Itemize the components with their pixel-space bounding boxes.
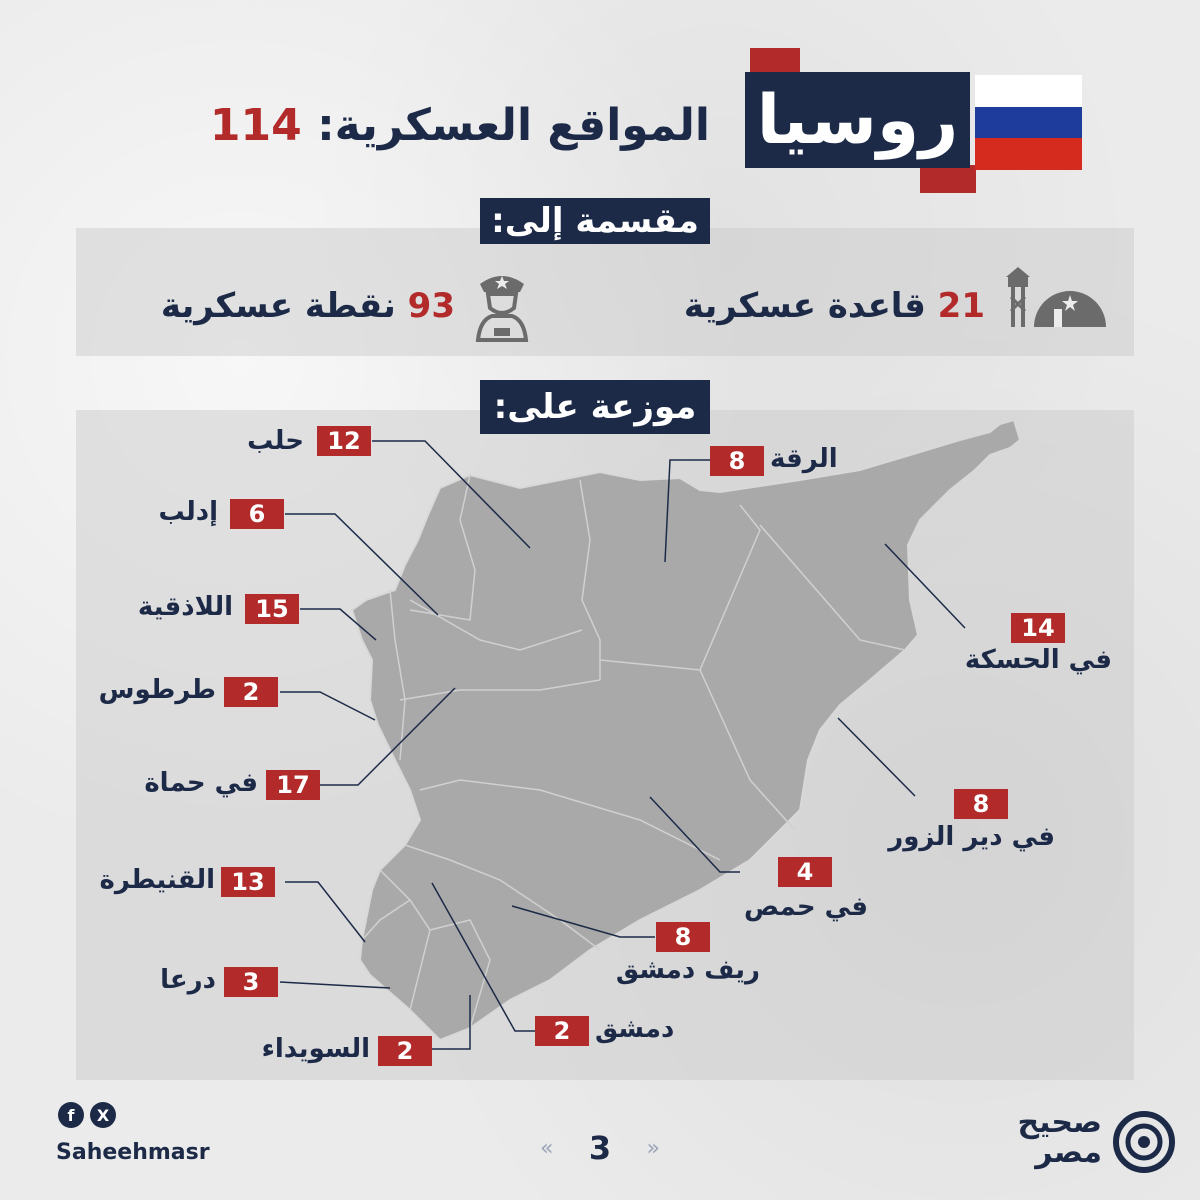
brand-name: صحيح مصر: [1012, 1108, 1102, 1168]
suwayda-label: السويداء: [261, 1034, 370, 1064]
country-label: روسيا: [745, 72, 970, 168]
daraa-label: درعا: [160, 965, 216, 995]
quneitra-count: 13: [221, 867, 275, 897]
page-number: 3: [588, 1129, 612, 1167]
tartus-label: طرطوس: [98, 675, 216, 705]
brand-logo-icon: [1113, 1111, 1175, 1173]
red-accent-top: [750, 48, 800, 72]
latakia-label: اللاذقية: [137, 592, 233, 622]
idlib-count: 6: [230, 499, 284, 529]
pagination: « 3 »: [540, 1128, 660, 1168]
x-icon[interactable]: X: [90, 1102, 116, 1128]
homs-label: في حمص: [743, 892, 868, 922]
rif-dimashq-label: ريف دمشق: [615, 955, 760, 985]
military-base-icon: [1006, 267, 1106, 327]
latakia-count: 15: [245, 594, 299, 624]
brand-line-1: صحيح: [1017, 1105, 1102, 1140]
next-arrow-icon[interactable]: »: [646, 1135, 660, 1161]
tartus-count: 2: [224, 677, 278, 707]
bases-count: 21: [937, 286, 985, 326]
soldier-icon: [475, 276, 529, 342]
damascus-count: 2: [535, 1016, 589, 1046]
points-stat: 93 نقطة عسكرية: [161, 286, 455, 326]
distribution-label: موزعة على:: [480, 380, 710, 434]
daraa-count: 3: [224, 967, 278, 997]
russia-flag-icon: [975, 75, 1082, 170]
hama-count: 17: [266, 770, 320, 800]
bases-stat: 21 قاعدة عسكرية: [684, 286, 985, 326]
callout-lines: [279, 440, 966, 1050]
title-text: المواقع العسكرية:: [317, 100, 710, 151]
suwayda-count: 2: [378, 1036, 432, 1066]
social-handle[interactable]: Saheehmasr: [56, 1140, 210, 1165]
prev-arrow-icon[interactable]: «: [540, 1135, 554, 1161]
brand-line-2: مصر: [1035, 1135, 1102, 1170]
aleppo-count: 12: [317, 426, 371, 456]
hasakah-label: في الحسكة: [964, 645, 1112, 675]
damascus-label: دمشق: [595, 1014, 675, 1044]
hama-label: في حماة: [144, 768, 258, 798]
homs-count: 4: [778, 857, 832, 887]
points-count: 93: [407, 286, 455, 326]
raqqa-count: 8: [710, 446, 764, 476]
aleppo-label: حلب: [247, 426, 304, 456]
syria-outline: [350, 418, 1022, 1042]
idlib-label: إدلب: [158, 497, 218, 527]
points-text: نقطة عسكرية: [160, 286, 396, 326]
governorate-borders: [361, 474, 906, 1029]
breakdown-label: مقسمة إلى:: [480, 198, 710, 244]
rif-dimashq-count: 8: [656, 922, 710, 952]
quneitra-label: القنيطرة: [99, 865, 215, 895]
bases-text: قاعدة عسكرية: [683, 286, 926, 326]
raqqa-label: الرقة: [770, 444, 838, 474]
page-title: المواقع العسكرية: 114: [210, 100, 710, 151]
deir-ezzor-label: في دير الزور: [888, 822, 1055, 852]
facebook-icon[interactable]: f: [58, 1102, 84, 1128]
breakdown-panel: [76, 228, 1134, 356]
total-count: 114: [209, 100, 302, 151]
deir-ezzor-count: 8: [954, 789, 1008, 819]
red-accent-bottom: [920, 165, 976, 193]
hasakah-count: 14: [1011, 613, 1065, 643]
